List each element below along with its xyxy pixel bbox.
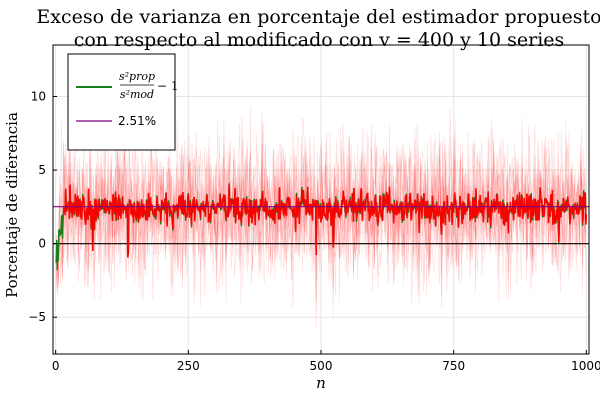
x-tick-label: 500 (310, 359, 333, 373)
chart-title-line-2: con respecto al modificado con v = 400 y… (74, 29, 565, 51)
y-tick-label: −5 (28, 310, 46, 324)
series-line-9 (55, 117, 587, 302)
mean-series-overlay (63, 184, 588, 258)
y-tick-label: 0 (38, 237, 46, 251)
chart-title-line-1: Exceso de varianza en porcentaje del est… (36, 6, 600, 28)
legend-label-mean-denominator: s²mod (120, 88, 154, 101)
y-axis-label: Porcentaje de diferencia (3, 112, 21, 298)
series-line-6 (55, 126, 587, 299)
x-tick-label: 0 (52, 359, 60, 373)
x-axis-label: n (316, 374, 326, 392)
x-tick-label: 250 (177, 359, 200, 373)
series-line-2 (55, 110, 587, 308)
series-line-8 (55, 120, 587, 307)
x-tick-label: 1000 (571, 359, 600, 373)
legend-label-reference: 2.51% (118, 114, 156, 128)
y-tick-label: 10 (31, 90, 46, 104)
mean-series-layer (53, 183, 589, 271)
y-axis-ticks: −5 0 5 10 (28, 90, 57, 324)
legend-box (67, 53, 176, 151)
legend-label-mean-numerator: s²prop (119, 70, 155, 83)
legend: s²prop s²mod − 1 2.51% (67, 53, 179, 151)
legend-label-mean-suffix: − 1 (157, 79, 179, 93)
x-axis-ticks: 0 250 500 750 1000 (52, 350, 600, 373)
x-tick-label: 750 (442, 359, 465, 373)
series-line-1 (55, 114, 587, 311)
y-tick-label: 5 (38, 163, 46, 177)
